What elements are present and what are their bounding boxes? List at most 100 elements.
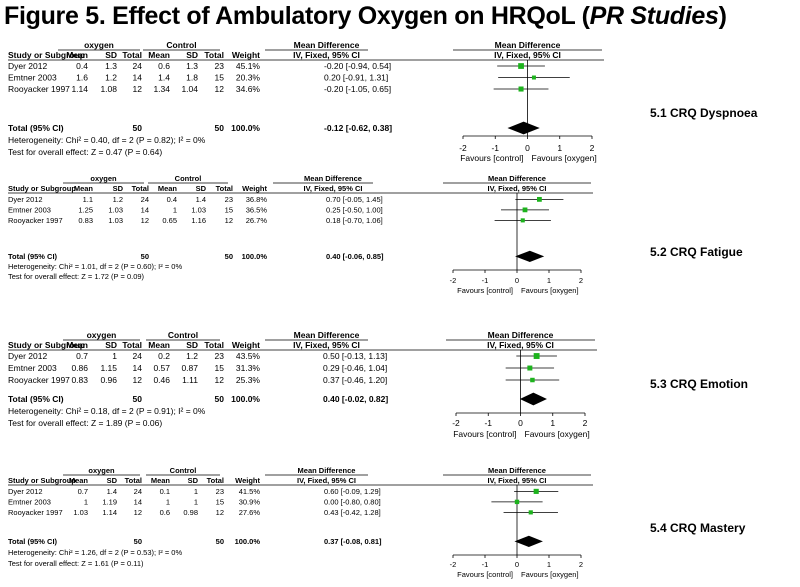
weight-value: 30.9% [239,498,261,507]
sd2-col-header: SD [186,340,198,350]
oxygen-total-sum: 50 [141,252,149,261]
control-mean: 0.46 [153,375,170,385]
total-weight: 100.0% [235,537,261,546]
overall-effect-text: Test for overall effect: Z = 1.89 (P = 0… [8,418,162,428]
control-total: 12 [215,375,225,385]
oxygen-mean: 1 [84,498,88,507]
oxygen-sd: 1.03 [108,216,123,225]
study-effect-box [528,510,533,515]
total-label: Total (95% CI) [8,394,64,404]
forest-plot-dyspnoea: oxygen Control Mean Difference Mean Differe… [8,40,604,163]
forest-panel-dyspnoea: oxygen Control Mean Difference Mean Differe… [8,32,638,168]
total-ci-text: 0.37 [-0.08, 0.81] [324,537,382,546]
pooled-effect-diamond [514,535,543,547]
x-tick-label: -2 [459,143,467,153]
weight-value: 34.6% [236,84,261,94]
favours-control-label: Favours [control] [457,570,513,579]
weight-value: 36.8% [246,195,268,204]
study-effect-box [533,488,539,494]
panel-label-dyspnoea: 5.1 CRQ Dyspnoea [650,106,758,120]
title-prefix: Figure 5. Effect of Ambulatory Oxygen on… [4,2,590,30]
control-sd: 1.03 [191,206,206,215]
oxygen-mean: 0.7 [78,487,88,496]
method-col-header: IV, Fixed, 95% CI [297,476,356,485]
favours-oxygen-label: Favours [oxygen] [521,286,579,295]
study-effect-box [520,218,525,223]
oxygen-sd: 1.4 [107,487,117,496]
weight-value: 26.7% [246,216,268,225]
oxygen-total: 24 [133,351,143,361]
pooled-effect-diamond [519,392,547,406]
group2-header: Control [170,466,197,475]
method-plot-header: IV, Fixed, 95% CI [487,340,554,350]
favours-oxygen-label: Favours [oxygen] [525,429,590,439]
weight-value: 20.3% [236,73,261,83]
sd1-col-header: SD [107,476,118,485]
x-tick-label: 1 [550,418,555,428]
group2-header: Control [166,40,196,50]
heterogeneity-text: Heterogeneity: Chi² = 0.40, df = 2 (P = … [8,135,206,145]
control-total: 12 [216,508,224,517]
favours-oxygen-label: Favours [oxygen] [532,153,597,163]
md-header: Mean Difference [304,174,362,183]
control-total: 23 [216,487,224,496]
total1-col-header: Total [122,340,142,350]
heterogeneity-text: Heterogeneity: Chi² = 1.01, df = 2 (P = … [8,262,182,271]
x-tick-label: -2 [452,418,460,428]
control-sd: 1.16 [191,216,206,225]
ci-text: 0.00 [-0.80, 0.80] [324,498,381,507]
total-weight: 100.0% [231,394,260,404]
total-label: Total (95% CI) [8,123,64,133]
study-effect-box [527,365,533,371]
ci-text: -0.20 [-1.05, 0.65] [324,84,391,94]
weight-value: 43.5% [236,351,261,361]
oxygen-mean: 0.83 [78,216,93,225]
oxygen-sd: 1.03 [108,206,123,215]
control-sd: 1.04 [181,84,198,94]
weight-value: 27.6% [239,508,261,517]
total1-col-header: Total [125,476,142,485]
mean1-col-header: Mean [66,50,88,60]
heterogeneity-text: Heterogeneity: Chi² = 1.26, df = 2 (P = … [8,548,182,557]
study-name: Emtner 2003 [8,363,57,373]
title-italic: PR Studies [589,2,719,30]
md-header: Mean Difference [294,40,360,50]
mean2-col-header: Mean [148,340,170,350]
control-total: 23 [215,351,225,361]
control-total: 15 [215,363,225,373]
oxygen-total: 12 [141,216,149,225]
control-sd: 1.3 [186,61,198,71]
control-total: 23 [225,195,233,204]
group1-header: oxygen [87,330,117,340]
study-col-header: Study or Subgroup [8,50,85,60]
forest-panel-mastery: oxygen Control Mean Difference Mean Differe… [8,458,638,586]
heterogeneity-text: Heterogeneity: Chi² = 0.18, df = 2 (P = … [8,406,206,416]
control-mean: 0.57 [153,363,170,373]
oxygen-total: 12 [133,375,143,385]
md-header: Mean Difference [294,330,360,340]
weight-col-header: Weight [242,184,267,193]
total-weight: 100.0% [242,252,268,261]
sd2-col-header: SD [186,50,198,60]
mean1-col-header: Mean [74,184,94,193]
oxygen-mean: 0.7 [76,351,88,361]
total-ci-text: -0.12 [-0.62, 0.38] [324,123,392,133]
x-tick-label: 1 [547,276,551,285]
figure-title: Figure 5. Effect of Ambulatory Oxygen on… [4,2,727,31]
control-total: 12 [215,84,225,94]
oxygen-total: 12 [134,508,142,517]
method-col-header: IV, Fixed, 95% CI [293,340,360,350]
weight-value: 25.3% [236,375,261,385]
oxygen-total-sum: 50 [133,123,143,133]
forest-plot-mastery: oxygen Control Mean Difference Mean Differe… [8,466,593,579]
weight-value: 41.5% [239,487,261,496]
control-total: 15 [216,498,224,507]
study-effect-box [533,353,540,359]
study-name: Rooyacker 1997 [8,508,63,517]
weight-value: 45.1% [236,61,261,71]
oxygen-total: 12 [133,84,143,94]
study-name: Dyer 2012 [8,351,47,361]
oxygen-sd: 1.08 [100,84,117,94]
md-plot-header: Mean Difference [495,40,561,50]
overall-effect-text: Test for overall effect: Z = 1.72 (P = 0… [8,272,145,281]
